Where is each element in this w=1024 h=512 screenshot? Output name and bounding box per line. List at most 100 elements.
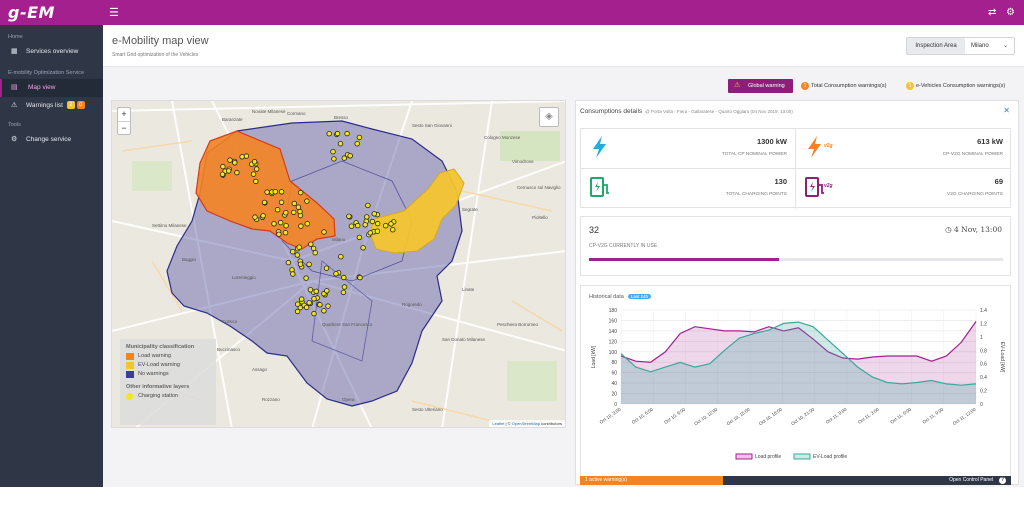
charging-station-marker[interactable]	[303, 275, 309, 281]
charging-station-marker[interactable]	[360, 245, 366, 251]
charging-station-marker[interactable]	[294, 301, 301, 307]
charging-station-marker[interactable]	[298, 223, 304, 229]
charging-station-marker[interactable]	[306, 300, 312, 306]
charging-station-marker[interactable]	[297, 261, 304, 267]
charging-station-marker[interactable]	[317, 302, 323, 308]
sidebar-item-map-view[interactable]: ▤ Map view	[0, 79, 103, 97]
charging-station-marker[interactable]	[285, 259, 292, 266]
charging-station-marker[interactable]	[357, 274, 363, 281]
charging-station-marker[interactable]	[371, 211, 377, 217]
active-warnings-button[interactable]: 1 active warning(s)	[580, 476, 723, 485]
charging-station-marker[interactable]	[261, 199, 268, 206]
ev-consumption-warnings[interactable]: 1 e-Vehicles Consumption warnings(s)	[906, 79, 1005, 93]
charging-station-marker[interactable]	[260, 213, 266, 219]
charging-station-marker[interactable]	[340, 289, 347, 296]
osm-link[interactable]: OpenStreetMap	[511, 421, 540, 426]
charging-station-marker[interactable]	[307, 287, 314, 293]
charging-station-marker[interactable]	[251, 159, 258, 165]
charging-station-marker[interactable]	[306, 261, 312, 267]
charging-station-marker[interactable]	[330, 149, 336, 155]
charging-station-marker[interactable]	[375, 220, 381, 227]
app-logo[interactable]: g-EM	[8, 3, 55, 22]
charging-station-marker[interactable]	[354, 141, 360, 147]
charging-station-marker[interactable]	[232, 160, 238, 166]
charging-station-marker[interactable]	[333, 271, 339, 277]
charging-station-marker[interactable]	[354, 222, 361, 229]
charging-station-marker[interactable]	[310, 245, 317, 252]
charging-station-marker[interactable]	[324, 288, 330, 294]
inspection-area-select[interactable]: Inspection Area Milano ⌄	[906, 37, 1015, 55]
sidebar-item-change-service[interactable]: ⚙ Change service	[0, 131, 103, 149]
charging-station-marker[interactable]	[272, 188, 278, 195]
charging-station-marker[interactable]	[364, 214, 370, 220]
zoom-control[interactable]: + −	[117, 107, 131, 135]
charging-station-marker[interactable]	[283, 222, 289, 229]
charging-station-marker[interactable]	[278, 199, 285, 205]
charging-station-marker[interactable]	[356, 134, 363, 141]
charging-station-marker[interactable]	[367, 230, 373, 236]
charging-station-marker[interactable]	[295, 204, 302, 210]
total-consumption-warnings[interactable]: 1 Total Consumption warnings(s)	[801, 79, 887, 93]
zoom-out-button[interactable]: −	[118, 121, 130, 134]
charging-station-marker[interactable]	[219, 171, 226, 177]
charging-station-marker[interactable]	[304, 220, 310, 227]
charging-station-marker[interactable]	[290, 248, 296, 255]
charging-station-marker[interactable]	[283, 209, 289, 216]
charging-station-marker[interactable]	[311, 296, 317, 302]
layers-icon[interactable]: ◈	[539, 107, 559, 127]
charging-station-marker[interactable]	[227, 157, 233, 163]
charging-station-marker[interactable]	[296, 244, 302, 250]
charging-station-marker[interactable]	[278, 189, 285, 195]
charging-station-marker[interactable]	[374, 228, 381, 234]
charging-station-marker[interactable]	[325, 303, 331, 309]
leaflet-link[interactable]: Leaflet	[492, 421, 505, 426]
charging-station-marker[interactable]	[225, 168, 232, 174]
charging-station-marker[interactable]	[311, 310, 317, 317]
charging-station-marker[interactable]	[290, 271, 296, 277]
charging-station-marker[interactable]	[356, 234, 363, 241]
charging-station-marker[interactable]	[347, 153, 353, 159]
last-24h-pill[interactable]: Last 24h	[627, 294, 652, 299]
charging-station-marker[interactable]	[264, 189, 270, 195]
charging-station-marker[interactable]	[369, 218, 376, 225]
charging-station-marker[interactable]	[291, 200, 297, 207]
charging-station-marker[interactable]	[348, 223, 355, 229]
charging-station-marker[interactable]	[390, 226, 396, 233]
charging-station-marker[interactable]	[338, 253, 344, 260]
charging-station-marker[interactable]	[321, 229, 327, 235]
zoom-in-button[interactable]: +	[121, 109, 127, 119]
charging-station-marker[interactable]	[253, 166, 260, 172]
charging-station-marker[interactable]	[298, 296, 305, 302]
charging-station-marker[interactable]	[337, 141, 344, 147]
charging-station-marker[interactable]	[243, 153, 250, 159]
charging-station-marker[interactable]	[383, 222, 389, 229]
charging-station-marker[interactable]	[334, 130, 341, 137]
charging-station-marker[interactable]	[276, 231, 282, 237]
charging-station-marker[interactable]	[250, 171, 257, 177]
open-control-panel-button[interactable]: Open Control Panel?	[723, 476, 1011, 485]
charging-station-marker[interactable]	[341, 284, 348, 290]
charging-station-marker[interactable]	[388, 221, 394, 227]
historical-chart[interactable]: 0 20 40 60 80 100 120 140 160 180 0 0.2 0.4 0.6 0.8 1 1.…	[581, 286, 1012, 476]
charging-station-marker[interactable]	[346, 213, 352, 219]
charging-station-marker[interactable]	[362, 222, 368, 228]
charging-station-marker[interactable]	[297, 208, 303, 215]
charging-station-marker[interactable]	[234, 169, 240, 176]
charging-station-marker[interactable]	[341, 274, 347, 281]
charging-station-marker[interactable]	[239, 154, 245, 160]
charging-station-marker[interactable]	[321, 308, 327, 314]
charging-station-marker[interactable]	[277, 219, 284, 226]
charging-station-marker[interactable]	[220, 163, 226, 170]
charging-station-marker[interactable]	[303, 304, 310, 311]
close-icon[interactable]: ✕	[1003, 106, 1010, 115]
map[interactable]: Novate Milanese Cormano Bresso Sesto San Gi…	[111, 100, 566, 428]
hamburger-icon[interactable]: ☰	[109, 7, 119, 19]
charging-station-marker[interactable]	[282, 229, 289, 236]
settings-icon[interactable]: ⚙	[1006, 7, 1015, 18]
charging-station-marker[interactable]	[294, 252, 300, 258]
charging-station-marker[interactable]	[365, 202, 371, 209]
charging-station-marker[interactable]	[308, 241, 314, 247]
charging-station-marker[interactable]	[344, 130, 350, 137]
sidebar-item-services-overview[interactable]: ▦ Services overview	[0, 43, 103, 61]
